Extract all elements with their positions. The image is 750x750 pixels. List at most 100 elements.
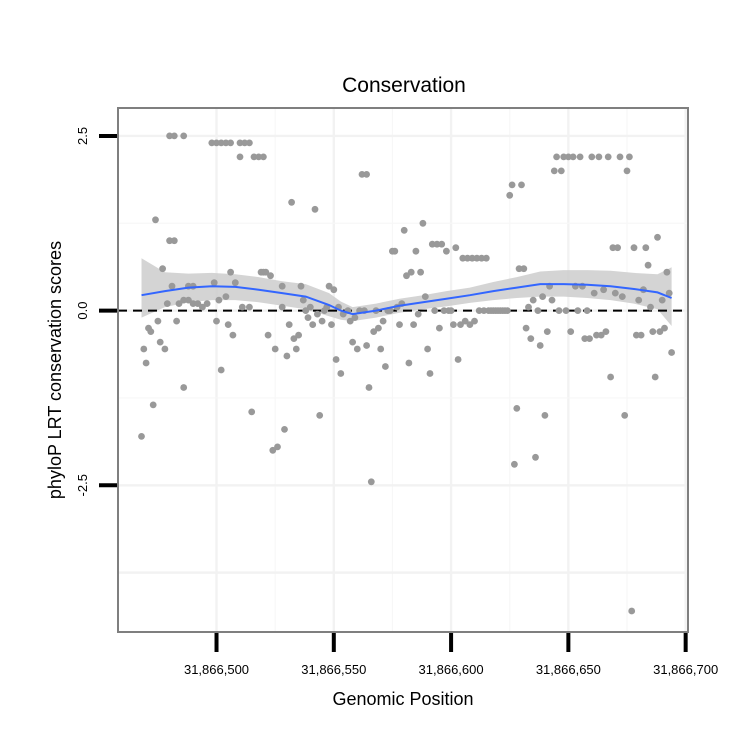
data-point bbox=[271, 345, 279, 353]
data-point bbox=[208, 139, 216, 147]
data-point bbox=[353, 345, 361, 353]
data-point bbox=[428, 240, 436, 248]
data-point bbox=[522, 324, 530, 332]
data-point bbox=[215, 296, 223, 304]
data-point bbox=[255, 153, 263, 161]
data-point bbox=[459, 254, 467, 262]
x-tick-label: 31,866,650 bbox=[536, 662, 601, 677]
data-point bbox=[227, 268, 235, 276]
data-point bbox=[583, 307, 591, 314]
data-point bbox=[264, 331, 272, 339]
data-point bbox=[246, 303, 253, 311]
data-point bbox=[262, 268, 270, 276]
data-point bbox=[649, 328, 657, 335]
x-axis-title: Genomic Position bbox=[332, 689, 473, 709]
data-point bbox=[203, 300, 211, 307]
data-point bbox=[295, 331, 302, 339]
data-point bbox=[597, 331, 605, 339]
data-point bbox=[471, 317, 478, 325]
data-point bbox=[375, 324, 382, 332]
data-point bbox=[304, 314, 312, 321]
data-point bbox=[410, 321, 417, 328]
data-point bbox=[367, 478, 375, 486]
data-point bbox=[267, 272, 274, 280]
y-tick-label: 0.0 bbox=[75, 302, 90, 320]
data-point bbox=[318, 317, 326, 325]
data-point bbox=[642, 244, 650, 252]
data-point bbox=[588, 153, 596, 161]
data-point bbox=[285, 321, 293, 328]
data-point bbox=[199, 303, 206, 311]
data-point bbox=[407, 268, 415, 276]
data-point bbox=[529, 296, 537, 304]
data-point bbox=[651, 373, 659, 381]
data-point bbox=[539, 293, 546, 300]
data-point bbox=[309, 321, 317, 328]
data-point bbox=[175, 300, 183, 307]
x-tick-label: 31,866,700 bbox=[653, 662, 718, 677]
data-point bbox=[299, 296, 307, 304]
data-point bbox=[379, 317, 387, 325]
data-point bbox=[586, 335, 593, 342]
data-point bbox=[278, 303, 286, 311]
data-point bbox=[241, 139, 249, 147]
data-point bbox=[365, 384, 373, 391]
data-point bbox=[452, 244, 460, 252]
data-point bbox=[658, 296, 666, 304]
data-point bbox=[236, 153, 244, 161]
data-point bbox=[314, 310, 321, 318]
data-point bbox=[527, 335, 535, 342]
data-point bbox=[536, 342, 544, 349]
data-point bbox=[661, 324, 668, 332]
data-point bbox=[480, 307, 488, 314]
data-point bbox=[518, 181, 525, 189]
data-point bbox=[607, 373, 614, 381]
x-tick-label: 31,866,500 bbox=[184, 662, 249, 677]
x-tick-label: 31,866,600 bbox=[419, 662, 484, 677]
data-point bbox=[541, 412, 549, 419]
data-point bbox=[185, 296, 192, 304]
data-point bbox=[147, 328, 155, 335]
data-point bbox=[382, 363, 389, 370]
data-point bbox=[424, 345, 431, 353]
data-point bbox=[229, 331, 237, 339]
data-point bbox=[292, 345, 300, 353]
data-point bbox=[431, 307, 439, 314]
data-point bbox=[159, 265, 167, 273]
data-point bbox=[400, 226, 408, 234]
data-point bbox=[478, 254, 485, 262]
data-point bbox=[332, 356, 340, 363]
data-point bbox=[562, 307, 570, 314]
data-point bbox=[508, 181, 516, 189]
data-point bbox=[520, 265, 528, 273]
smooth-fit-line bbox=[141, 283, 672, 316]
data-point bbox=[593, 331, 600, 339]
data-point bbox=[283, 352, 291, 360]
data-point bbox=[647, 303, 654, 311]
data-point bbox=[595, 153, 603, 161]
data-point bbox=[238, 303, 246, 311]
data-point bbox=[436, 324, 443, 332]
data-point bbox=[222, 139, 230, 147]
x-axis: 31,866,500 31,866,550 31,866,600 31,866,650… bbox=[184, 633, 718, 677]
data-point bbox=[511, 460, 518, 468]
data-point bbox=[142, 359, 150, 367]
data-point bbox=[349, 338, 356, 346]
data-point bbox=[633, 331, 640, 339]
plot-grid bbox=[118, 108, 688, 632]
y-tick-label: -2.5 bbox=[75, 474, 90, 496]
confidence-band-layer bbox=[141, 258, 672, 326]
data-point bbox=[468, 254, 476, 262]
data-point bbox=[213, 139, 220, 147]
data-point bbox=[180, 384, 188, 391]
data-point bbox=[363, 171, 370, 178]
data-point bbox=[140, 345, 148, 353]
data-point bbox=[421, 293, 429, 300]
data-point bbox=[231, 279, 239, 287]
data-point bbox=[194, 300, 202, 307]
data-point bbox=[457, 321, 464, 328]
data-point bbox=[224, 321, 232, 328]
data-point bbox=[325, 282, 333, 290]
y-tick-label: 2.5 bbox=[75, 127, 90, 145]
